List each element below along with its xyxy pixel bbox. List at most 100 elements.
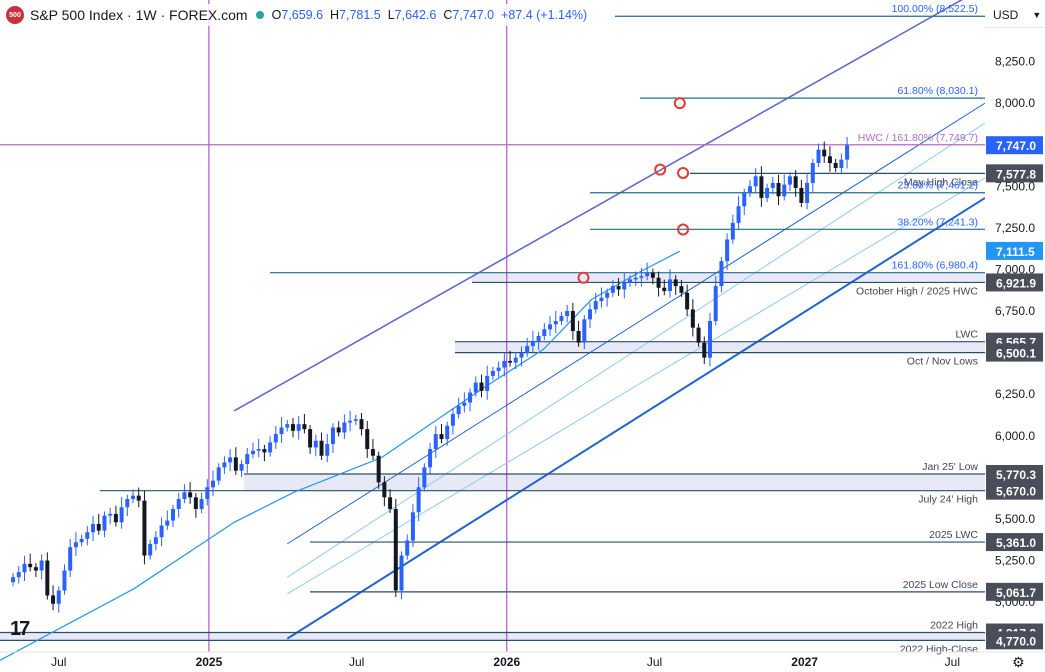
candle-body xyxy=(325,444,330,456)
candle xyxy=(433,425,438,458)
candle-body xyxy=(33,567,38,571)
high-value: 7,781.5 xyxy=(339,8,381,22)
candle-body xyxy=(102,515,107,531)
candle xyxy=(827,146,832,172)
candle-body xyxy=(336,427,341,433)
candle xyxy=(508,350,513,367)
candle xyxy=(96,513,101,535)
candle xyxy=(119,497,124,529)
candle xyxy=(359,412,364,436)
candle xyxy=(439,423,444,444)
candle-body xyxy=(96,523,101,531)
candle xyxy=(576,320,581,347)
candle-body xyxy=(359,419,364,430)
candle-body xyxy=(787,176,792,185)
target-marker xyxy=(654,163,667,176)
candle-body xyxy=(428,449,433,468)
candle-body xyxy=(530,340,535,346)
candle-body xyxy=(485,375,490,391)
candle xyxy=(582,315,587,350)
price-tag: 5,361.0 xyxy=(986,533,1043,552)
x-tick-label: Jul xyxy=(51,655,66,669)
candle-body xyxy=(690,309,695,328)
gear-icon[interactable]: ⚙ xyxy=(1012,654,1025,670)
price-tag-label: 6,500.1 xyxy=(996,347,1036,361)
candle-body xyxy=(279,427,284,435)
candle-body xyxy=(525,345,530,353)
candle xyxy=(308,424,313,454)
candle-body xyxy=(759,176,764,198)
candle-body xyxy=(628,279,633,283)
level-label: 2022 High xyxy=(930,620,978,632)
candle xyxy=(319,432,324,460)
price-tag-bg xyxy=(986,164,1043,183)
candle-body xyxy=(273,434,278,443)
level-label: 161.80% (6,980.4) xyxy=(892,260,978,272)
price-tag: 4,770.0 xyxy=(986,631,1043,650)
candle-body xyxy=(747,186,752,193)
candle-body xyxy=(810,163,815,183)
candle xyxy=(610,279,615,297)
candle-body xyxy=(285,424,290,428)
candle-body xyxy=(490,370,495,376)
candle xyxy=(485,365,490,400)
candle-body xyxy=(119,507,124,523)
candle-body xyxy=(16,572,21,578)
candle-body xyxy=(136,495,141,501)
candle xyxy=(348,410,353,432)
candle xyxy=(799,179,804,208)
candle xyxy=(747,180,752,198)
candle-body xyxy=(45,560,50,596)
candle xyxy=(336,421,341,437)
price-tag-label: 5,670.0 xyxy=(996,485,1036,499)
candle-body xyxy=(588,309,593,320)
candle xyxy=(393,498,398,597)
candle xyxy=(148,539,153,560)
candle xyxy=(33,563,38,577)
candle xyxy=(599,287,604,308)
price-tag: 7,747.0 xyxy=(986,136,1043,155)
candle xyxy=(702,336,707,365)
candle xyxy=(51,585,56,611)
candle xyxy=(725,233,730,270)
candle xyxy=(268,436,273,457)
candle xyxy=(690,299,695,337)
candle xyxy=(719,256,724,293)
candle xyxy=(502,352,507,377)
candle-body xyxy=(793,176,798,188)
candle-body xyxy=(616,286,621,290)
price-tag: 7,111.5 xyxy=(986,241,1043,260)
candle-body xyxy=(353,419,358,421)
change-value: +87.4 (+1.14%) xyxy=(501,8,588,22)
currency-selector[interactable]: USD ▼ xyxy=(985,2,1043,28)
y-tick-label: 5,500.0 xyxy=(995,512,1035,526)
symbol-title[interactable]: S&P 500 Index · 1W · FOREX.com xyxy=(30,7,248,23)
candle-body xyxy=(799,187,804,203)
level-label: October High / 2025 HWC xyxy=(856,285,978,297)
candle xyxy=(650,268,655,285)
candle xyxy=(513,353,518,370)
price-tag-bg xyxy=(986,241,1043,260)
candle-body xyxy=(188,492,193,498)
candle-body xyxy=(405,540,410,556)
candle xyxy=(73,532,78,557)
level-zone xyxy=(472,272,985,283)
candle xyxy=(273,425,278,449)
candle-body xyxy=(165,520,170,526)
candle-body xyxy=(250,450,255,455)
x-tick-label: 2027 xyxy=(791,655,818,669)
tradingview-logo[interactable]: 17 xyxy=(10,618,30,640)
symbol-logo[interactable]: 500 xyxy=(6,6,24,24)
target-marker xyxy=(577,271,590,284)
y-tick-label: 6,000.0 xyxy=(995,429,1035,443)
candle-body xyxy=(508,360,513,363)
candle xyxy=(28,553,33,572)
y-tick-label: 7,500.0 xyxy=(995,179,1035,193)
symbol-header: 500 S&P 500 Index · 1W · FOREX.com O7,65… xyxy=(6,4,592,26)
candle-body xyxy=(222,462,227,468)
candle xyxy=(108,507,113,525)
candle-body xyxy=(399,555,404,591)
target-marker xyxy=(673,97,686,110)
candle xyxy=(816,143,821,168)
